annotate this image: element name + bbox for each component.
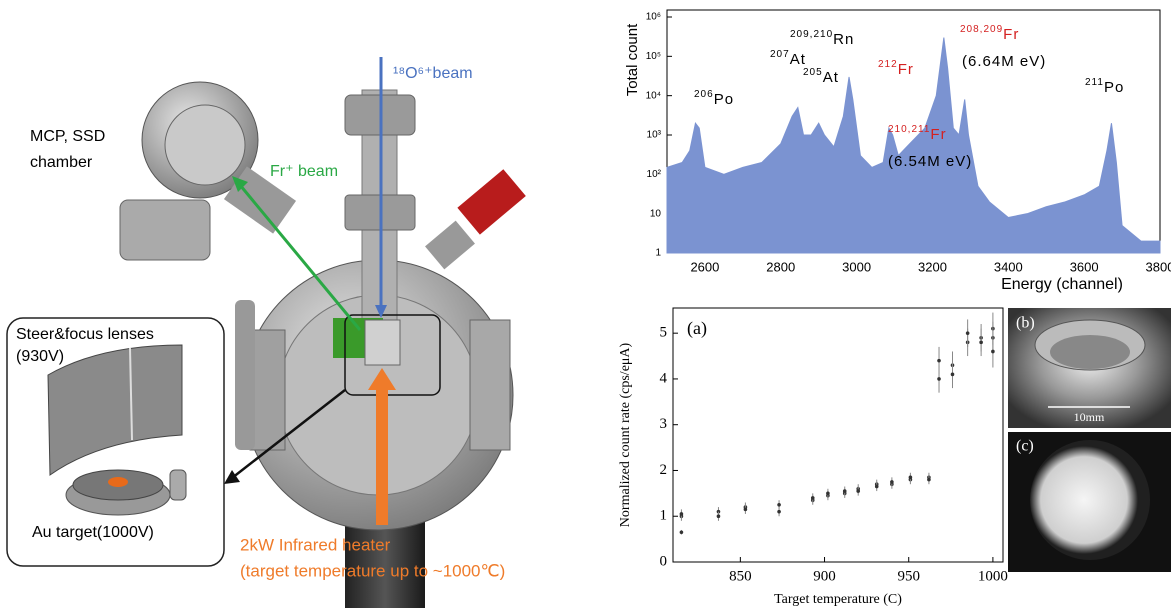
- data-point: [716, 514, 721, 519]
- data-point: [777, 509, 781, 514]
- peak-mass: 209,210: [790, 29, 833, 40]
- x-axis-label: Energy (channel): [1001, 276, 1123, 293]
- peak-element: Fr: [1003, 26, 1019, 43]
- peak-label: 208,209Fr: [960, 24, 1019, 43]
- y-tick-label: 10²: [647, 169, 662, 180]
- peak-label: (6.54M eV): [888, 153, 972, 170]
- x-tick-label: 3800: [1146, 259, 1171, 274]
- peak-label: 207At: [770, 49, 806, 68]
- y-tick-label: 4: [660, 370, 668, 386]
- peak-label: 211Po: [1085, 77, 1124, 96]
- y-tick-label: 0: [660, 553, 668, 569]
- data-point: [927, 477, 931, 482]
- spectrum-area: [666, 37, 1161, 254]
- x-tick-label: 3400: [994, 259, 1023, 274]
- x-tick-label: 2800: [766, 259, 795, 274]
- y-axis-label: Total count: [624, 23, 641, 96]
- x-tick-label: 3000: [842, 259, 871, 274]
- x-tick-label: 1000: [978, 568, 1008, 584]
- peak-mass: 205: [803, 67, 823, 78]
- y-tick-label: 2: [660, 462, 668, 478]
- data-point: [965, 331, 970, 335]
- panel-label: (c): [1016, 438, 1034, 455]
- peak-label: 212Fr: [878, 59, 914, 78]
- y-tick-label: 1: [660, 508, 668, 524]
- peak-mass: 207: [770, 49, 790, 60]
- diagram-label: Steer&focus lenses: [16, 326, 154, 343]
- peak-element: (6.54M eV): [888, 153, 972, 170]
- data-point: [950, 372, 955, 377]
- x-tick-label: 900: [813, 568, 836, 584]
- peak-label: (6.64M eV): [962, 53, 1046, 70]
- scale-label: 10mm: [1074, 410, 1105, 424]
- data-point: [856, 489, 861, 493]
- peak-element: Po: [714, 91, 734, 108]
- y-tick-label: 5: [660, 325, 668, 341]
- diagram-label: chamber: [30, 154, 93, 171]
- x-axis-label: Target temperature (C): [774, 592, 902, 607]
- x-tick-label: 3600: [1070, 259, 1099, 274]
- data-point: [777, 502, 781, 507]
- x-tick-label: 950: [897, 568, 920, 584]
- peak-element: (6.64M eV): [962, 53, 1046, 70]
- data-point: [937, 377, 941, 381]
- peak-element: At: [790, 51, 806, 68]
- x-tick-label: 3200: [918, 259, 947, 274]
- x-tick-label: 850: [729, 568, 752, 584]
- diagram-label: ¹⁸O⁶⁺beam: [393, 65, 473, 82]
- peak-element: Rn: [833, 31, 854, 48]
- data-point: [842, 489, 847, 493]
- panel-label: (b): [1016, 315, 1035, 332]
- diagram-label: Au target(1000V): [32, 524, 154, 541]
- data-point: [679, 512, 684, 516]
- peak-mass: 208,209: [960, 24, 1003, 35]
- data-point: [991, 349, 995, 354]
- y-tick-label: 10⁶: [646, 12, 661, 23]
- peak-label: 210,211Fr: [888, 124, 947, 143]
- data-point: [979, 340, 983, 345]
- peak-element: Fr: [898, 61, 914, 78]
- diagram-label: (930V): [16, 348, 64, 365]
- peak-element: At: [823, 69, 839, 86]
- peak-mass: 206: [694, 89, 714, 100]
- data-point: [743, 507, 748, 512]
- data-point: [810, 496, 815, 500]
- diagram-label: MCP, SSD: [30, 128, 105, 145]
- y-tick-label: 10⁵: [646, 51, 661, 62]
- data-point: [874, 484, 879, 489]
- y-tick-label: 1: [655, 248, 661, 259]
- peak-mass: 210,211: [888, 124, 930, 135]
- plot-frame: [672, 307, 1004, 563]
- y-tick-label: 3: [660, 416, 668, 432]
- y-tick-label: 10³: [647, 130, 662, 141]
- y-tick-label: 10: [650, 208, 662, 219]
- data-point: [908, 475, 913, 480]
- peak-mass: 211: [1085, 77, 1104, 88]
- data-point: [826, 491, 830, 496]
- peak-label: 206Po: [694, 89, 734, 108]
- y-tick-label: 10⁴: [646, 90, 661, 101]
- peak-element: Fr: [930, 126, 946, 143]
- peak-mass: 212: [878, 59, 898, 70]
- y-axis-label: Normalized count rate (cps/eμA): [618, 342, 633, 527]
- peak-label: 205At: [803, 67, 839, 86]
- peak-element: Po: [1104, 79, 1124, 96]
- apparatus: [6, 57, 526, 608]
- peak-label: 209,210Rn: [790, 29, 854, 48]
- data-point: [937, 358, 941, 363]
- data-point: [679, 530, 684, 535]
- data-point: [890, 480, 894, 484]
- diagram-label: Fr⁺ beam: [270, 163, 338, 180]
- x-tick-label: 2600: [690, 259, 719, 274]
- diagram-label: (target temperature up to ~1000℃): [240, 561, 505, 580]
- diagram-label: 2kW Infrared heater: [240, 535, 391, 554]
- panel-label: (a): [687, 318, 707, 339]
